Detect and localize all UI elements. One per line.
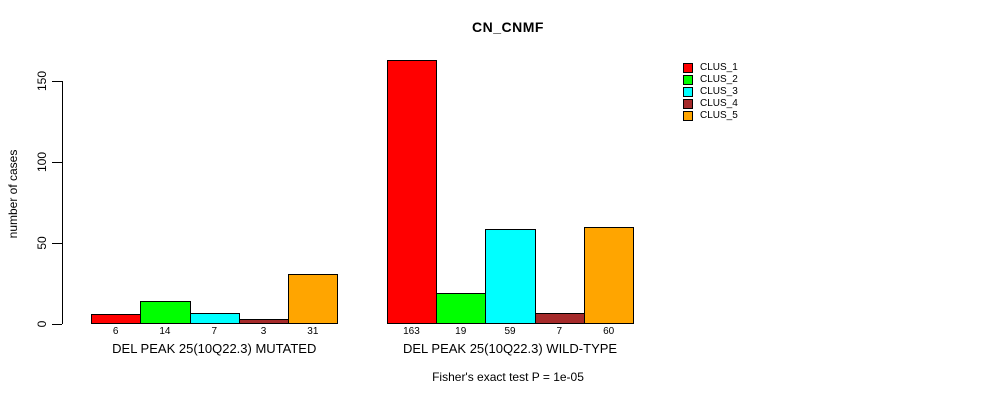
legend-swatch <box>683 111 693 121</box>
y-tick-mark <box>52 80 62 82</box>
bar-clus_1 <box>386 60 438 324</box>
bar-clus_1 <box>91 314 142 324</box>
bar-value-label: 60 <box>603 326 615 337</box>
legend-swatch <box>683 75 693 85</box>
bar-clus_3 <box>189 312 240 324</box>
y-tick-label: 150 <box>35 70 49 91</box>
y-tick-mark <box>52 323 62 325</box>
bar-value-label: 59 <box>504 326 516 337</box>
legend-label: CLUS_3 <box>700 86 738 97</box>
legend-swatch <box>683 87 693 97</box>
legend-label: CLUS_4 <box>700 98 738 109</box>
bar-clus_3 <box>485 228 536 324</box>
legend-label: CLUS_1 <box>700 62 738 73</box>
bar-value-label: 19 <box>455 326 467 337</box>
legend-entry: CLUS_2 <box>683 74 738 86</box>
group-label: DEL PEAK 25(10Q22.3) WILD-TYPE <box>402 341 618 356</box>
y-axis-title: number of cases <box>6 149 20 239</box>
legend-entry: CLUS_5 <box>683 110 738 122</box>
bar-value-label: 3 <box>260 326 267 337</box>
legend: CLUS_1 CLUS_2 CLUS_3 CLUS_4 CLUS_5 <box>683 62 738 122</box>
y-tick-label: 0 <box>35 320 49 327</box>
bar-value-label: 7 <box>556 326 563 337</box>
bar-value-label: 7 <box>211 326 218 337</box>
y-tick-mark <box>52 161 62 163</box>
legend-swatch <box>683 99 693 109</box>
legend-label: CLUS_5 <box>700 110 738 121</box>
legend-entry: CLUS_1 <box>683 62 738 74</box>
bar-clus_5 <box>584 226 635 324</box>
bar-value-label: 14 <box>159 326 171 337</box>
y-tick-label: 50 <box>35 235 49 250</box>
legend-entry: CLUS_3 <box>683 86 738 98</box>
bar-value-label: 163 <box>403 326 420 337</box>
bar-value-label: 6 <box>112 326 119 337</box>
bar-clus_2 <box>436 293 487 324</box>
y-axis-line <box>62 81 63 324</box>
bar-clus_4 <box>238 319 290 324</box>
group-label: DEL PEAK 25(10Q22.3) MUTATED <box>112 341 317 356</box>
bar-value-label: 31 <box>307 326 319 337</box>
y-tick-label: 100 <box>35 151 49 172</box>
annotation-text: Fisher's exact test P = 1e-05 <box>432 370 584 384</box>
chart-title: CN_CNMF <box>472 19 544 35</box>
legend-label: CLUS_2 <box>700 74 738 85</box>
bar-clus_4 <box>534 312 585 324</box>
y-tick-mark <box>52 242 62 244</box>
legend-swatch <box>683 63 693 73</box>
legend-entry: CLUS_4 <box>683 98 738 110</box>
bar-clus_5 <box>288 273 339 324</box>
bar-clus_2 <box>140 301 191 324</box>
